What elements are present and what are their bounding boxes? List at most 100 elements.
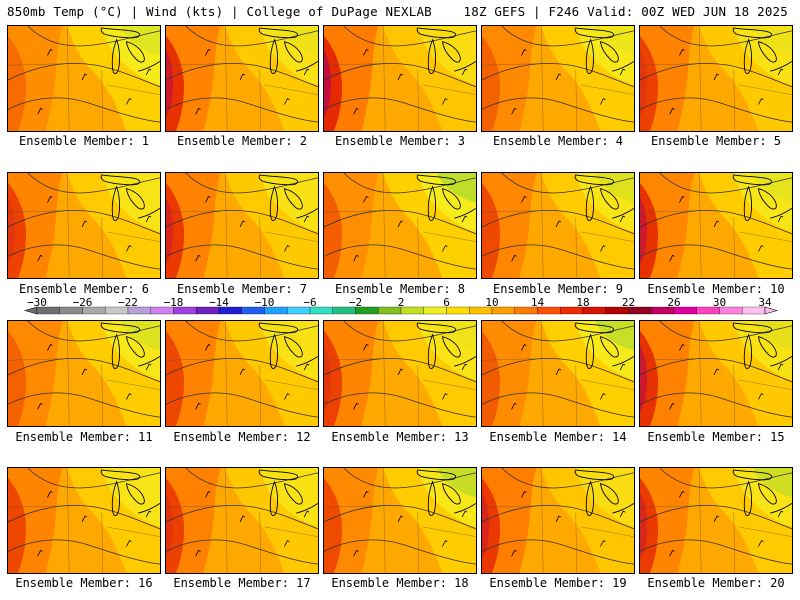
lake-huron-outline (757, 483, 777, 505)
colorbar-tick-label: 10 (485, 297, 498, 309)
lake-huron-outline (599, 41, 619, 63)
warm-region (166, 50, 174, 117)
ensemble-member-caption: Ensemble Member: 15 (647, 430, 785, 444)
ensemble-member-caption: Ensemble Member: 6 (18, 282, 150, 296)
height-contour (324, 358, 476, 383)
height-contour (482, 539, 634, 565)
wind-barb (619, 363, 626, 371)
wind-barb (758, 98, 764, 105)
height-contour (166, 358, 318, 383)
wind-barb (461, 68, 468, 76)
lake-michigan-outline (111, 333, 121, 370)
wind-barb (284, 393, 290, 400)
lake-huron-outline (757, 41, 777, 63)
chart-title-left: 850mb Temp (°C) | Wind (kts) | College o… (7, 4, 432, 19)
wind-barb (195, 107, 201, 115)
lake-erie-outline (138, 60, 160, 72)
state-borders (640, 321, 792, 426)
lake-superior-outline (416, 174, 457, 186)
lake-michigan-outline (111, 38, 121, 75)
warm-region (640, 492, 648, 559)
height-contour (501, 26, 634, 47)
height-contour (8, 244, 160, 270)
ensemble-member-caption: Ensemble Member: 8 (334, 282, 466, 296)
lake-michigan-outline (269, 185, 279, 222)
wind-barb (353, 254, 359, 262)
wind-barb (600, 540, 606, 547)
lake-huron-outline (599, 483, 619, 505)
ensemble-member-map (165, 467, 319, 574)
warm-region (482, 492, 490, 559)
height-contour (482, 244, 634, 270)
wind-barb (442, 98, 448, 105)
ensemble-member-caption: Ensemble Member: 1 (18, 134, 150, 148)
state-borders (8, 321, 160, 426)
lake-superior-outline (732, 174, 773, 186)
temperature-colorbar: −30−26−22−18−14−10−6−2261014182226303438… (23, 297, 779, 315)
height-contour (324, 63, 476, 88)
wind-barb (555, 515, 562, 523)
lake-erie-outline (296, 60, 318, 72)
wind-barb (205, 196, 211, 203)
colorbar-tick-label: 18 (576, 297, 589, 309)
wind-barb (353, 107, 359, 115)
lake-huron-outline (441, 336, 461, 358)
ensemble-member-caption: Ensemble Member: 12 (173, 430, 311, 444)
lake-michigan-outline (743, 185, 753, 222)
wind-barb (303, 363, 310, 371)
ensemble-member-caption: Ensemble Member: 18 (331, 576, 469, 590)
height-contour (166, 210, 318, 235)
wind-barb (521, 491, 527, 498)
height-contour (482, 63, 634, 88)
lake-superior-outline (258, 469, 299, 481)
ensemble-member-map (639, 467, 793, 574)
lake-michigan-outline (743, 333, 753, 370)
lake-michigan-outline (585, 185, 595, 222)
state-borders (8, 468, 160, 573)
height-contour (482, 392, 634, 418)
wind-barb (363, 491, 369, 498)
ensemble-member-caption: Ensemble Member: 16 (15, 576, 153, 590)
lake-huron-outline (125, 483, 145, 505)
colorbar-tick-label: 14 (531, 297, 545, 309)
wind-barb (353, 402, 359, 410)
wind-barb (555, 368, 562, 376)
wind-barb (521, 196, 527, 203)
colorbar-tick-label: −6 (303, 297, 316, 309)
wind-barb (758, 245, 764, 252)
height-contour (185, 26, 318, 47)
height-contour (324, 505, 476, 530)
lake-michigan-outline (269, 38, 279, 75)
lake-huron-outline (599, 188, 619, 210)
lake-michigan-outline (111, 480, 121, 517)
wind-barb (619, 215, 626, 223)
wind-barb (239, 368, 246, 376)
wind-barb (713, 73, 720, 81)
height-contour (8, 505, 160, 530)
ensemble-member-caption: Ensemble Member: 9 (492, 282, 624, 296)
lake-erie-outline (296, 355, 318, 367)
lake-huron-outline (283, 336, 303, 358)
colorbar-tick-label: −22 (118, 297, 138, 309)
ensemble-member-caption: Ensemble Member: 7 (176, 282, 308, 296)
wind-barb (679, 196, 685, 203)
ensemble-member-map (481, 172, 635, 279)
wind-barb (669, 254, 675, 262)
height-contour (640, 539, 792, 565)
wind-barb (600, 98, 606, 105)
lake-superior-outline (100, 469, 141, 481)
colorbar-tick-label: 22 (622, 297, 635, 309)
lake-michigan-outline (269, 333, 279, 370)
wind-barb (145, 363, 152, 371)
height-contour (640, 210, 792, 235)
wind-barb (461, 510, 468, 518)
lake-superior-outline (100, 174, 141, 186)
wind-barb (758, 540, 764, 547)
wind-barb (511, 402, 517, 410)
lake-superior-outline (100, 322, 141, 334)
lake-huron-outline (599, 336, 619, 358)
warm-region (166, 197, 174, 264)
lake-erie-outline (770, 207, 792, 219)
height-contour (8, 63, 160, 88)
height-contour (324, 392, 476, 418)
